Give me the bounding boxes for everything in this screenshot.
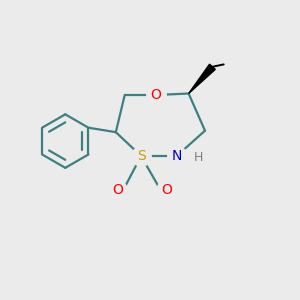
Text: S: S	[137, 149, 146, 163]
Text: O: O	[151, 88, 161, 102]
Text: N: N	[172, 149, 182, 163]
Text: O: O	[112, 183, 123, 197]
Polygon shape	[189, 64, 215, 94]
Text: H: H	[194, 151, 203, 164]
Text: O: O	[161, 183, 172, 197]
